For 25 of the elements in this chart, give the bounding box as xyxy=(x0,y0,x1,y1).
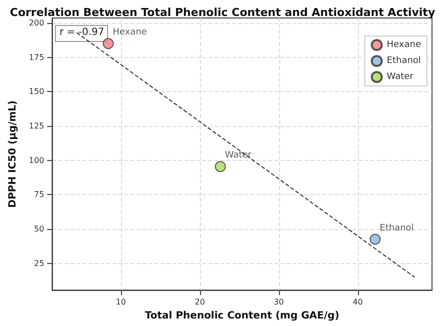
y-tick-label: 175 xyxy=(28,52,44,62)
y-tick-label: 50 xyxy=(34,224,44,234)
y-tick-label: 125 xyxy=(28,122,44,131)
y-axis-title: DPPH IC50 (µg/mL) xyxy=(8,100,18,208)
legend-label: Hexane xyxy=(386,40,422,50)
point xyxy=(102,38,114,50)
point xyxy=(370,234,381,245)
x-tick-label: 30 xyxy=(274,298,284,307)
y-tick-label: 25 xyxy=(34,258,44,268)
y-tick-label: 150 xyxy=(28,87,44,96)
text: Hexane xyxy=(112,28,147,38)
annotation: r = -0.97 xyxy=(60,27,104,38)
text: Ethanol xyxy=(380,223,414,234)
x-tick-label: 20 xyxy=(194,298,205,307)
y-tick-label: 200 xyxy=(28,18,44,28)
x-tick-label: 10 xyxy=(116,298,126,307)
y-tick-label: 75 xyxy=(34,190,44,200)
x-axis-title: Total Phenolic Content (mg GAE/g) xyxy=(144,310,340,322)
y-tick-label: 100 xyxy=(28,156,44,165)
point xyxy=(214,161,226,172)
legend-label: Water xyxy=(386,72,414,82)
text: Water xyxy=(224,150,252,161)
legend-label: Ethanol xyxy=(386,56,421,66)
x-tick-label: 40 xyxy=(352,298,363,307)
chart-title: Correlation Between Total Phenolic Content and Antioxidant Activity xyxy=(10,6,436,19)
